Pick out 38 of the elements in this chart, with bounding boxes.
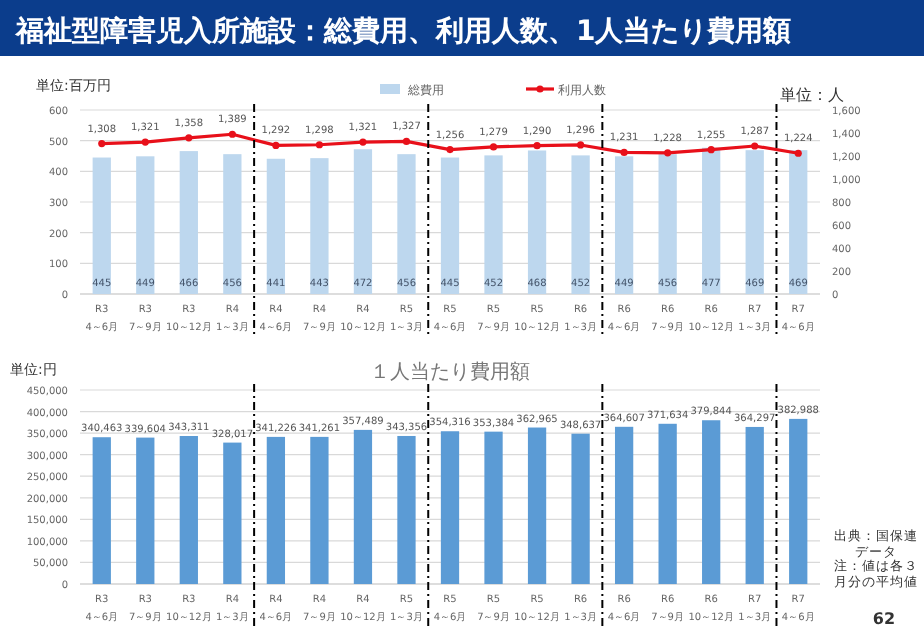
bar: [266, 436, 286, 584]
point: [664, 149, 672, 157]
point: [576, 141, 585, 149]
bar: [440, 431, 460, 584]
bar: [571, 433, 590, 584]
bar: [527, 427, 547, 584]
point: [228, 130, 236, 138]
bar: [223, 442, 242, 584]
point: [402, 137, 411, 145]
point: [272, 141, 280, 150]
point: [98, 139, 106, 148]
bar: [397, 435, 416, 584]
point: [359, 138, 367, 146]
chart-title: １人当たり費用額: [370, 360, 530, 384]
bar: [658, 423, 677, 584]
bar: [484, 431, 503, 584]
bar: [702, 420, 721, 584]
bar: [745, 426, 764, 584]
point: [533, 142, 541, 150]
point: [141, 138, 149, 146]
point: [446, 145, 454, 154]
point: [315, 141, 324, 149]
bar: [353, 429, 373, 584]
y2-axis-title: 単位：人: [780, 86, 844, 104]
bar: [136, 437, 155, 584]
point: [489, 143, 498, 151]
point: [620, 148, 628, 157]
point: [794, 149, 802, 157]
text: 62: [872, 610, 896, 628]
bar: [789, 418, 808, 584]
bar: [179, 435, 198, 584]
bar: [310, 436, 329, 584]
bar: [92, 437, 111, 584]
point: [185, 134, 193, 142]
point: [751, 142, 759, 150]
chart-title: 福祉型障害児入所施設：総費用、利用人数、1人当たり費用額: [14, 14, 792, 48]
bar: [614, 426, 634, 584]
point: [707, 146, 715, 154]
